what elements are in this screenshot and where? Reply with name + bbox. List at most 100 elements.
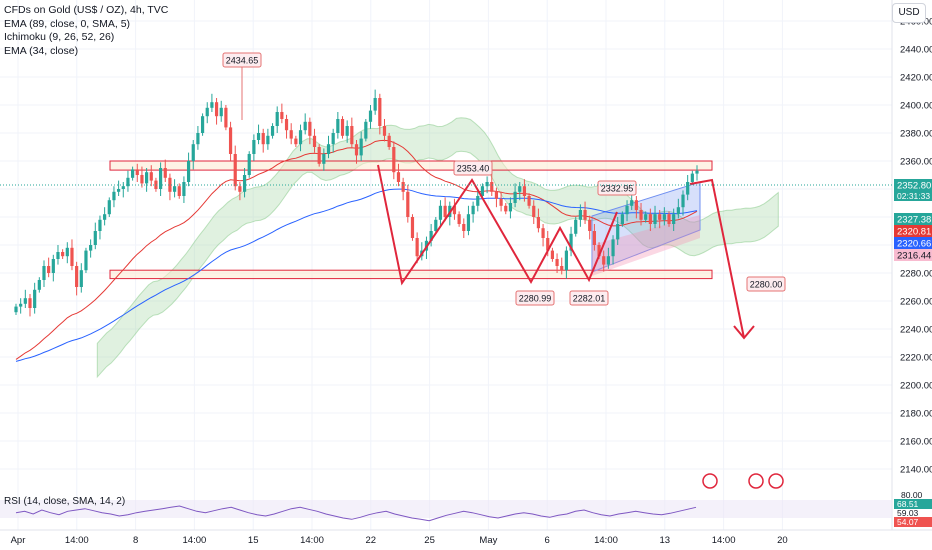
candle-body [98, 219, 102, 231]
candle-body [275, 112, 279, 126]
x-tick-label: 14:00 [65, 535, 89, 546]
candle-body [382, 126, 387, 136]
candle-body [667, 214, 671, 224]
marker-box [453, 160, 493, 176]
candle-body [238, 186, 242, 192]
candle-body [452, 205, 457, 215]
candle-body [499, 198, 503, 206]
candle-body [47, 266, 51, 273]
candle-body [490, 182, 494, 192]
candle-body [131, 169, 135, 178]
candle-body [322, 154, 326, 164]
candle-body [182, 182, 186, 196]
chart-legend: CFDs on Gold (US$ / OZ), 4h, TVC EMA (89… [4, 4, 168, 58]
candle-body [518, 186, 522, 192]
rsi-legend[interactable]: RSI (14, close, SMA, 14, 2) [4, 496, 126, 507]
candle-body [210, 102, 214, 108]
price-markers: 2434.65 2353.40 2332.95 2280.99 2282.01 2280.… [222, 52, 786, 306]
rsi-label: 54.07 [897, 517, 919, 527]
chart-grid [0, 0, 892, 530]
candle-body [504, 205, 508, 212]
price-label-box [894, 249, 932, 261]
candle-body [396, 172, 401, 182]
symbol-title[interactable]: CFDs on Gold (US$ / OZ), 4h, TVC [4, 4, 169, 16]
candle-body [284, 119, 289, 131]
x-tick-label: 8 [133, 535, 138, 546]
candle-body [117, 189, 121, 192]
marker-label: 2353.40 [457, 164, 490, 174]
candle-body [648, 214, 652, 224]
candle-body [163, 168, 167, 178]
candle-body [51, 259, 55, 273]
candle-body [639, 210, 643, 220]
marker-label: 2434.65 [226, 56, 259, 66]
candle-body [569, 233, 573, 251]
y-tick-label: 2160.00 [900, 437, 932, 448]
marker-label: 2280.99 [519, 294, 552, 304]
candle-body [555, 259, 559, 266]
candle-body [536, 217, 541, 229]
candle-body [149, 172, 153, 181]
candle-body [606, 256, 610, 265]
candle-body [438, 205, 443, 220]
channel-lower [592, 215, 700, 276]
candle-body [625, 205, 629, 215]
candle-body [336, 119, 340, 133]
candle-body [65, 247, 69, 257]
candle-body [168, 177, 172, 192]
ichimoku-legend[interactable]: Ichimoku (9, 26, 52, 26) [4, 31, 115, 43]
price-label-text: 2327.38 [897, 215, 931, 226]
candle-body [480, 186, 485, 196]
candle-body [214, 102, 219, 117]
ema-34-legend[interactable]: EMA (34, close) [4, 44, 79, 57]
candle-body [289, 130, 293, 139]
candle-body [592, 231, 596, 245]
rsi-label-box [894, 499, 932, 509]
price-axis[interactable]: 2140.00 2160.00 2180.00 2200.00 2220.00 2240.… [0, 0, 932, 530]
x-tick-label: 14:00 [712, 535, 736, 546]
rsi-line [15, 505, 697, 522]
candle-body [401, 182, 405, 192]
candle-body [270, 126, 275, 136]
x-tick-label: 14:00 [594, 535, 618, 546]
cloud-area [96, 117, 779, 379]
time-axis[interactable]: Apr 14:00 8 14:00 15 14:00 22 25 May 6 14:00 13 14:0… [0, 529, 932, 546]
y-tick-label: 2440.00 [900, 45, 932, 56]
candle-body [317, 147, 321, 164]
x-tick-label: 22 [366, 535, 377, 546]
marker-label: 2282.01 [573, 294, 606, 304]
candle-body [485, 182, 489, 187]
ema-89-legend[interactable]: EMA (89, close, 0, SMA, 5) [4, 17, 131, 30]
x-tick-label: 20 [777, 535, 788, 546]
candle-body [172, 186, 177, 192]
candle-body [28, 298, 32, 308]
price-label-box [894, 213, 932, 225]
event-icon [748, 473, 764, 489]
candle-body [578, 210, 582, 220]
candle-body [135, 169, 139, 175]
candle-body [112, 191, 116, 201]
price-label-box [894, 179, 932, 201]
candlestick-series [14, 89, 699, 317]
candle-body [107, 200, 111, 215]
candle-body [61, 252, 65, 257]
candle-body [354, 144, 359, 156]
candle-body [406, 191, 410, 217]
candle-body [616, 224, 620, 240]
candle-body [145, 172, 149, 184]
pattern-drawing [377, 164, 755, 340]
x-tick-label: 14:00 [183, 535, 207, 546]
candle-body [676, 207, 680, 215]
y-tick-label: 2380.00 [900, 129, 932, 140]
candle-body [443, 205, 447, 217]
candle-body [103, 214, 107, 220]
rsi-label-box [894, 517, 932, 527]
currency-button[interactable]: USD [892, 3, 926, 23]
y-tick-label: 2360.00 [900, 157, 932, 168]
marker-box [515, 290, 555, 306]
price-label-text: 2320.81 [897, 227, 931, 238]
candle-body [219, 107, 223, 117]
candle-body [326, 144, 331, 154]
